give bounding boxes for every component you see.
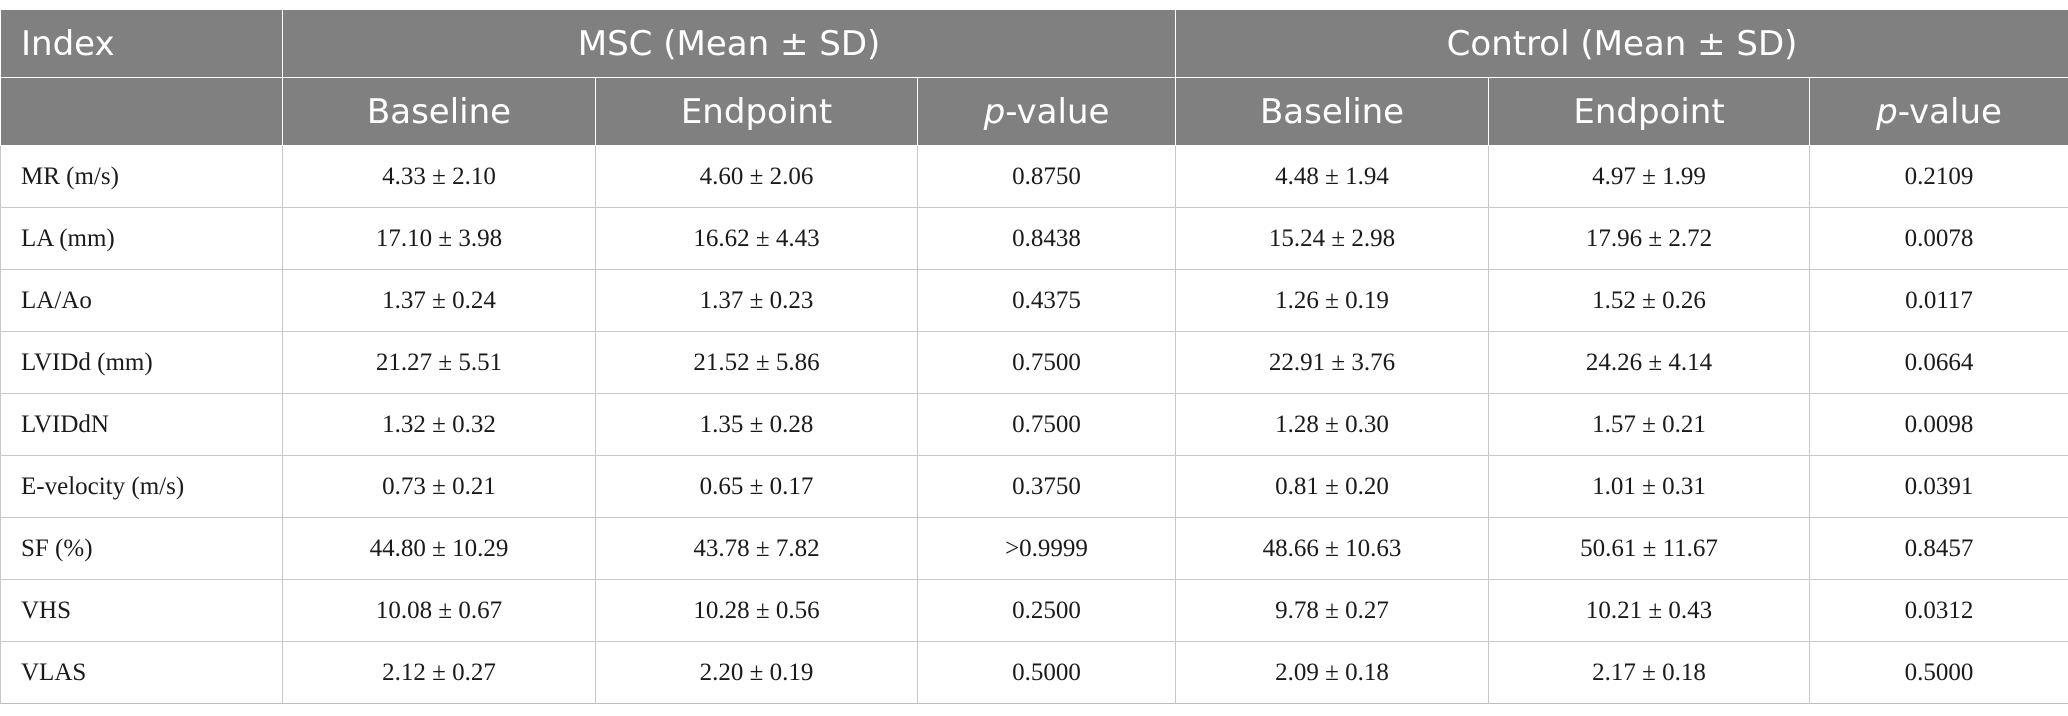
control-baseline-cell: 15.24 ± 2.98 xyxy=(1175,207,1490,270)
row-label: VHS xyxy=(0,579,283,642)
control-endpoint-cell: 1.57 ± 0.21 xyxy=(1488,393,1811,456)
control-baseline-cell: 0.81 ± 0.20 xyxy=(1175,455,1490,518)
msc-endpoint-cell: 1.35 ± 0.28 xyxy=(595,393,918,456)
msc-pvalue-cell: 0.8750 xyxy=(916,145,1177,208)
control-baseline-cell: 22.91 ± 3.76 xyxy=(1175,331,1490,394)
control-baseline-cell: 4.48 ± 1.94 xyxy=(1175,145,1490,208)
index-header: Index xyxy=(0,9,283,78)
control-baseline-cell: 48.66 ± 10.63 xyxy=(1175,517,1490,580)
msc-endpoint-header: Endpoint xyxy=(595,77,918,146)
table-row: E-velocity (m/s) 0.73 ± 0.21 0.65 ± 0.17 0.… xyxy=(0,455,2068,518)
msc-endpoint-cell: 1.37 ± 0.23 xyxy=(595,269,918,332)
table-row: VLAS 2.12 ± 0.27 2.20 ± 0.19 0.5000 2.09 ± 0… xyxy=(0,641,2068,704)
table-row: SF (%) 44.80 ± 10.29 43.78 ± 7.82 >0.9999 48… xyxy=(0,517,2068,580)
control-endpoint-cell: 1.01 ± 0.31 xyxy=(1488,455,1811,518)
control-pvalue-cell: 0.5000 xyxy=(1809,641,2068,704)
control-pvalue-cell: 0.0391 xyxy=(1809,455,2068,518)
row-label: LA/Ao xyxy=(0,269,283,332)
row-label: LVIDd (mm) xyxy=(0,331,283,394)
table-row: MR (m/s) 4.33 ± 2.10 4.60 ± 2.06 0.8750 4.48… xyxy=(0,145,2068,208)
msc-endpoint-cell: 16.62 ± 4.43 xyxy=(595,207,918,270)
table-row: LA/Ao 1.37 ± 0.24 1.37 ± 0.23 0.4375 1.26 ± … xyxy=(0,269,2068,332)
msc-baseline-cell: 0.73 ± 0.21 xyxy=(282,455,596,518)
msc-pvalue-cell: >0.9999 xyxy=(916,517,1177,580)
control-endpoint-cell: 1.52 ± 0.26 xyxy=(1488,269,1811,332)
msc-pvalue-cell: 0.3750 xyxy=(916,455,1177,518)
table-row: VHS 10.08 ± 0.67 10.28 ± 0.56 0.2500 9.78 ± … xyxy=(0,579,2068,642)
row-label: LA (mm) xyxy=(0,207,283,270)
control-pvalue-cell: 0.0098 xyxy=(1809,393,2068,456)
msc-endpoint-cell: 43.78 ± 7.82 xyxy=(595,517,918,580)
msc-pvalue-header: p-value xyxy=(916,77,1177,146)
msc-baseline-header: Baseline xyxy=(282,77,596,146)
msc-baseline-cell: 17.10 ± 3.98 xyxy=(282,207,596,270)
msc-pvalue-cell: 0.8438 xyxy=(916,207,1177,270)
control-pvalue-cell: 0.0078 xyxy=(1809,207,2068,270)
control-pvalue-cell: 0.0664 xyxy=(1809,331,2068,394)
msc-group-header: MSC (Mean ± SD) xyxy=(281,9,1177,78)
control-endpoint-cell: 17.96 ± 2.72 xyxy=(1488,207,1811,270)
pvalue-p-letter: p xyxy=(1876,91,1898,132)
msc-pvalue-cell: 0.7500 xyxy=(916,331,1177,394)
msc-endpoint-cell: 4.60 ± 2.06 xyxy=(595,145,918,208)
msc-pvalue-cell: 0.5000 xyxy=(916,641,1177,704)
row-label: LVIDdN xyxy=(0,393,283,456)
header-row-subcolumns: Baseline Endpoint p-value Baseline Endpo… xyxy=(0,77,2068,146)
msc-pvalue-cell: 0.7500 xyxy=(916,393,1177,456)
msc-baseline-cell: 21.27 ± 5.51 xyxy=(282,331,596,394)
index-header-spacer xyxy=(0,77,283,146)
control-baseline-cell: 2.09 ± 0.18 xyxy=(1175,641,1490,704)
control-pvalue-cell: 0.0312 xyxy=(1809,579,2068,642)
row-label: E-velocity (m/s) xyxy=(0,455,283,518)
control-pvalue-header: p-value xyxy=(1809,77,2068,146)
msc-endpoint-cell: 2.20 ± 0.19 xyxy=(595,641,918,704)
msc-baseline-cell: 10.08 ± 0.67 xyxy=(282,579,596,642)
control-baseline-cell: 1.26 ± 0.19 xyxy=(1175,269,1490,332)
msc-baseline-cell: 1.32 ± 0.32 xyxy=(282,393,596,456)
control-baseline-header: Baseline xyxy=(1175,77,1490,146)
msc-baseline-cell: 1.37 ± 0.24 xyxy=(282,269,596,332)
table-body: MR (m/s) 4.33 ± 2.10 4.60 ± 2.06 0.8750 4.48… xyxy=(0,145,2068,704)
table-header: Index MSC (Mean ± SD) Control (Mean ± SD… xyxy=(0,9,2068,146)
control-endpoint-cell: 50.61 ± 11.67 xyxy=(1488,517,1811,580)
control-endpoint-cell: 4.97 ± 1.99 xyxy=(1488,145,1811,208)
control-endpoint-cell: 2.17 ± 0.18 xyxy=(1488,641,1811,704)
msc-pvalue-cell: 0.2500 xyxy=(916,579,1177,642)
table-row: LVIDd (mm) 21.27 ± 5.51 21.52 ± 5.86 0.7500… xyxy=(0,331,2068,394)
control-endpoint-cell: 24.26 ± 4.14 xyxy=(1488,331,1811,394)
control-baseline-cell: 1.28 ± 0.30 xyxy=(1175,393,1490,456)
msc-baseline-cell: 44.80 ± 10.29 xyxy=(282,517,596,580)
msc-endpoint-cell: 21.52 ± 5.86 xyxy=(595,331,918,394)
pvalue-suffix: -value xyxy=(1005,91,1110,132)
header-row-groups: Index MSC (Mean ± SD) Control (Mean ± SD… xyxy=(0,9,2068,78)
row-label: MR (m/s) xyxy=(0,145,283,208)
pvalue-suffix: -value xyxy=(1897,91,2002,132)
control-group-header: Control (Mean ± SD) xyxy=(1175,9,2068,78)
control-pvalue-cell: 0.2109 xyxy=(1809,145,2068,208)
pvalue-p-letter: p xyxy=(983,91,1006,132)
row-label: SF (%) xyxy=(0,517,283,580)
msc-baseline-cell: 2.12 ± 0.27 xyxy=(282,641,596,704)
control-pvalue-cell: 0.0117 xyxy=(1809,269,2068,332)
table-row: LA (mm) 17.10 ± 3.98 16.62 ± 4.43 0.8438 15.… xyxy=(0,207,2068,270)
control-endpoint-header: Endpoint xyxy=(1488,77,1811,146)
control-endpoint-cell: 10.21 ± 0.43 xyxy=(1488,579,1811,642)
msc-pvalue-cell: 0.4375 xyxy=(916,269,1177,332)
control-baseline-cell: 9.78 ± 0.27 xyxy=(1175,579,1490,642)
data-table: Index MSC (Mean ± SD) Control (Mean ± SD… xyxy=(0,9,2068,704)
msc-baseline-cell: 4.33 ± 2.10 xyxy=(282,145,596,208)
msc-endpoint-cell: 10.28 ± 0.56 xyxy=(595,579,918,642)
row-label: VLAS xyxy=(0,641,283,704)
control-pvalue-cell: 0.8457 xyxy=(1809,517,2068,580)
table-container: Index MSC (Mean ± SD) Control (Mean ± SD… xyxy=(0,9,2068,704)
table-row: LVIDdN 1.32 ± 0.32 1.35 ± 0.28 0.7500 1.28 ±… xyxy=(0,393,2068,456)
msc-endpoint-cell: 0.65 ± 0.17 xyxy=(595,455,918,518)
